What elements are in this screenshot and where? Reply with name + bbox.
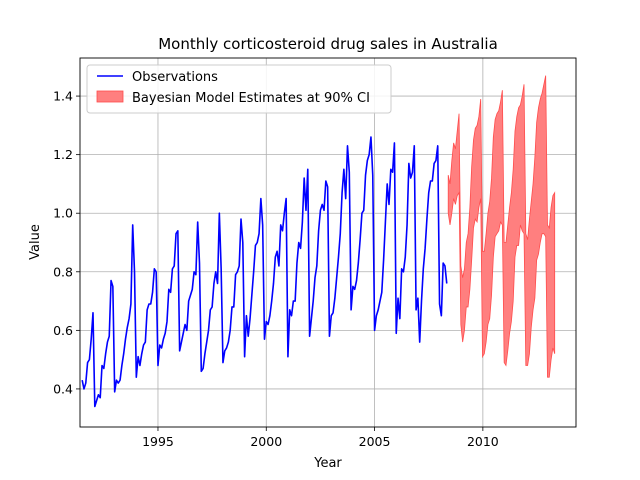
y-tick-label: 1.0 — [53, 206, 73, 221]
ci-band — [447, 75, 556, 378]
y-axis-label: Value — [28, 224, 43, 260]
x-tick-label: 2000 — [250, 434, 282, 449]
chart-title: Monthly corticosteroid drug sales in Aus… — [158, 35, 498, 53]
plot-frame — [79, 57, 577, 428]
y-tick-label: 0.8 — [53, 264, 73, 279]
y-tick-label: 0.6 — [53, 323, 73, 338]
y-tick-label: 0.4 — [53, 381, 73, 396]
y-tick-label: 1.4 — [53, 89, 73, 104]
legend-box — [86, 64, 392, 114]
grid — [80, 58, 576, 427]
legend-observations-label: Observations — [132, 70, 218, 85]
x-axis-label: Year — [313, 456, 342, 471]
x-tick-label: 1995 — [142, 434, 174, 449]
ci-band-layer — [447, 75, 556, 378]
legend: Observations Bayesian Model Estimates at… — [86, 64, 392, 114]
x-tick-label: 2010 — [467, 434, 499, 449]
observations-line-layer — [81, 136, 448, 408]
legend-ci-label: Bayesian Model Estimates at 90% CI — [132, 91, 370, 106]
ticks: 1995 2000 2005 2010 0.4 0.6 0.8 1.0 1.2 1.4 — [53, 89, 499, 449]
legend-ci-swatch — [96, 90, 124, 103]
y-tick-label: 1.2 — [53, 147, 73, 162]
observations-line — [81, 136, 448, 408]
x-tick-label: 2005 — [359, 434, 391, 449]
